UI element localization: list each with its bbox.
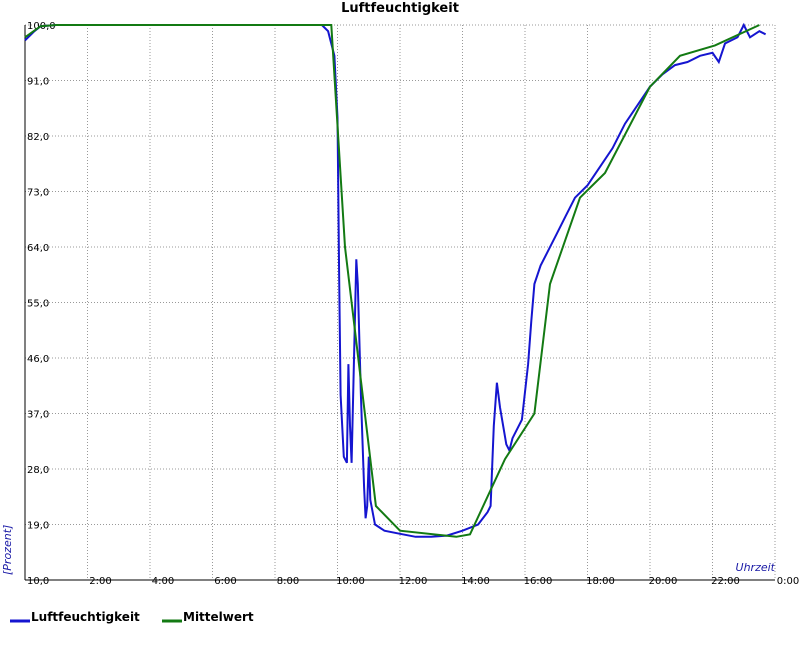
x-tick-label: 8:00 <box>277 576 299 587</box>
y-tick-label: 55,0 <box>27 299 49 310</box>
x-tick-label: 0:00 <box>777 576 799 587</box>
chart-title: Luftfeuchtigkeit <box>341 1 459 16</box>
y-tick-label: 10,0 <box>27 576 49 587</box>
y-axis-title: [Prozent] <box>1 525 14 575</box>
legend-label: Mittelwert <box>183 610 254 624</box>
x-tick-label: 2:00 <box>89 576 111 587</box>
y-tick-label: 82,0 <box>27 132 49 143</box>
y-tick-label: 91,0 <box>27 77 49 88</box>
data-line <box>24 24 760 538</box>
data-line <box>24 22 767 538</box>
x-tick-label: 16:00 <box>524 576 553 587</box>
x-tick-label: 18:00 <box>586 576 615 587</box>
y-tick-label: 46,0 <box>27 354 49 365</box>
x-tick-label: 14:00 <box>461 576 490 587</box>
y-tick-label: 19,0 <box>27 521 49 532</box>
x-tick-label: 6:00 <box>214 576 236 587</box>
y-tick-label: 64,0 <box>27 243 49 254</box>
x-tick-label: 4:00 <box>152 576 174 587</box>
x-tick-label: 12:00 <box>399 576 428 587</box>
y-tick-label: 73,0 <box>27 188 49 199</box>
x-axis-title: Uhrzeit <box>736 561 776 574</box>
x-tick-label: 10:00 <box>336 576 365 587</box>
x-tick-label: 20:00 <box>649 576 678 587</box>
x-tick-label: 22:00 <box>711 576 740 587</box>
y-tick-label: 37,0 <box>27 410 49 421</box>
y-tick-label: 28,0 <box>27 465 49 476</box>
legend-label: Luftfeuchtigkeit <box>31 610 140 624</box>
